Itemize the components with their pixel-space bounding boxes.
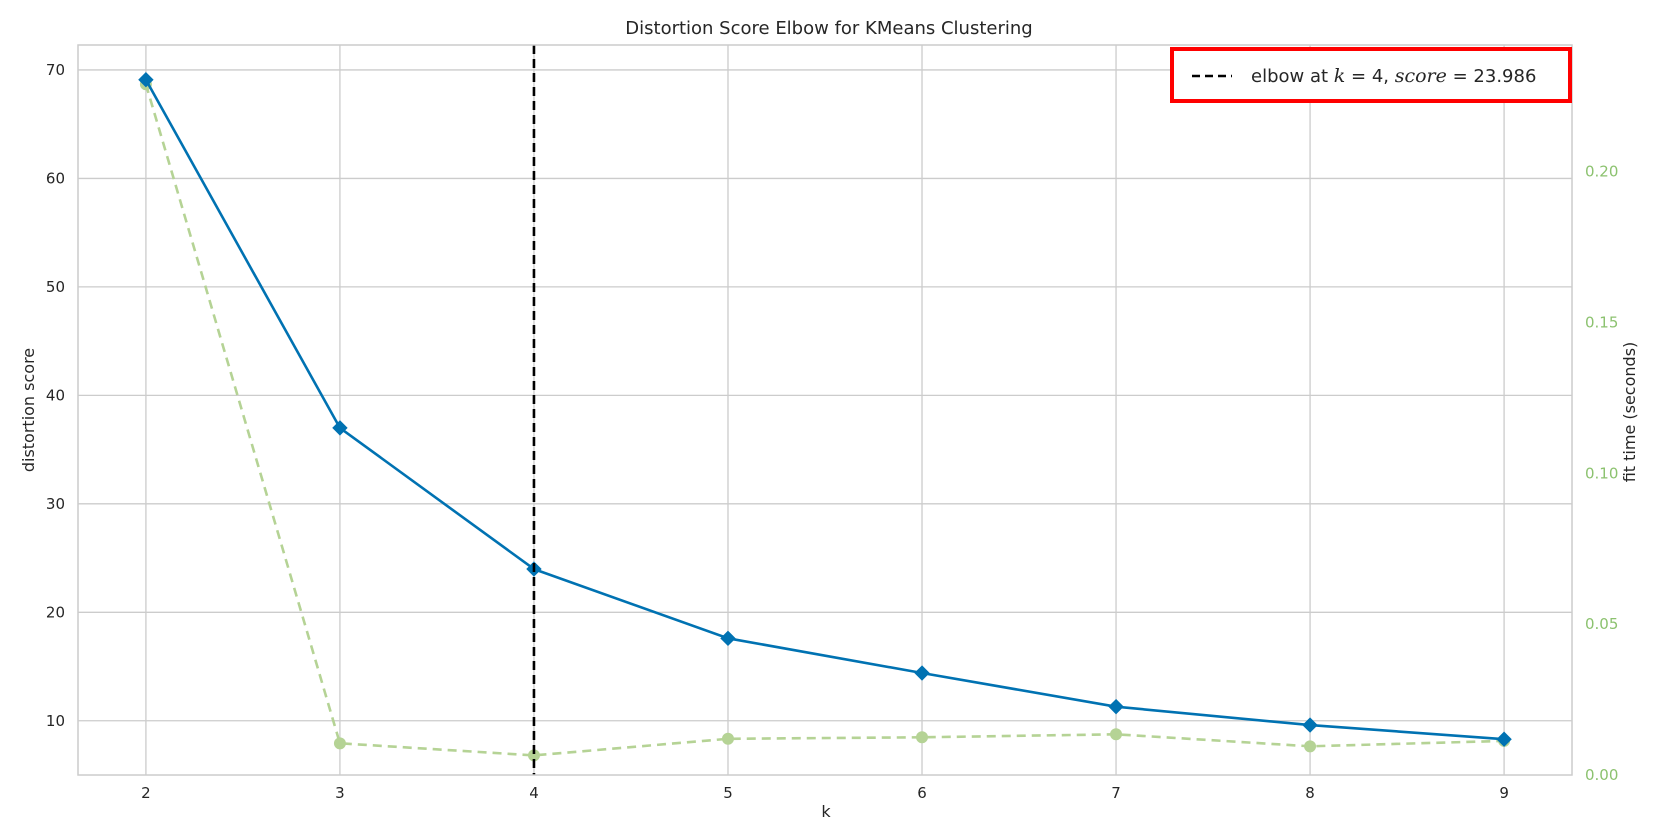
- x-tick-label: 9: [1499, 784, 1509, 802]
- fit-time-series: [139, 78, 1511, 762]
- plot-frame: [77, 44, 1573, 776]
- y-tick-label: 50: [46, 278, 65, 296]
- legend-highlight-box: [1170, 47, 1572, 103]
- fit-time-point: [1110, 728, 1123, 741]
- fit-time-line: [144, 83, 1505, 757]
- legend-prefix: elbow at: [1251, 66, 1334, 87]
- chart-title: Distortion Score Elbow for KMeans Cluste…: [625, 18, 1032, 39]
- y2-tick-label: 0.00: [1585, 766, 1618, 784]
- y-tick-label: 40: [46, 386, 65, 404]
- y2-axis-label: fit time (seconds): [1620, 342, 1639, 483]
- distortion-score-point: [1302, 717, 1318, 733]
- y-tick-label: 10: [46, 712, 65, 730]
- y-tick-label: 20: [46, 603, 65, 621]
- fit-time-point: [1304, 740, 1317, 753]
- fit-time-point: [721, 732, 734, 745]
- x-tick-label: 2: [141, 784, 151, 802]
- y2-tick-label: 0.10: [1585, 464, 1618, 482]
- tick-labels: 2 3 4 5 6 7 8 9 10 20 30 40 50 60 70 0.00 0.05 0.10 0.15 0.…: [46, 61, 1619, 802]
- x-tick-label: 5: [723, 784, 733, 802]
- distortion-score-series: [138, 72, 1512, 747]
- legend-entry: elbow at k = 4, score = 23.986: [1251, 65, 1536, 87]
- x-tick-label: 8: [1305, 784, 1315, 802]
- y2-tick-label: 0.15: [1585, 314, 1618, 332]
- distortion-score-point: [138, 72, 154, 88]
- x-tick-label: 6: [917, 784, 927, 802]
- x-tick-label: 4: [529, 784, 539, 802]
- distortion-score-point: [1496, 731, 1512, 747]
- series-layer: [138, 72, 1512, 762]
- distortion-score-point: [914, 665, 930, 681]
- fit-time-point: [916, 731, 929, 744]
- distortion-score-point: [1108, 698, 1124, 715]
- legend-score-value: = 23.986: [1447, 66, 1537, 87]
- grid: [78, 45, 1572, 775]
- legend-k-value: = 4,: [1345, 66, 1394, 87]
- y-tick-label: 30: [46, 495, 65, 513]
- y-tick-label: 60: [46, 169, 65, 187]
- x-tick-label: 3: [335, 784, 345, 802]
- legend: elbow at k = 4, score = 23.986: [1170, 47, 1572, 103]
- x-tick-label: 7: [1111, 784, 1121, 802]
- fit-time-point: [333, 737, 346, 750]
- distortion-score-point: [720, 630, 736, 647]
- distortion-score-point: [332, 420, 348, 436]
- y-tick-label: 70: [46, 61, 65, 79]
- x-axis-label: k: [821, 802, 831, 821]
- y2-tick-label: 0.05: [1585, 615, 1618, 633]
- y-axis-label: distortion score: [19, 348, 38, 472]
- y2-tick-label: 0.20: [1585, 163, 1618, 181]
- legend-score-symbol: score: [1395, 65, 1447, 87]
- legend-k-symbol: k: [1334, 65, 1346, 87]
- distortion-score-line: [144, 79, 1505, 741]
